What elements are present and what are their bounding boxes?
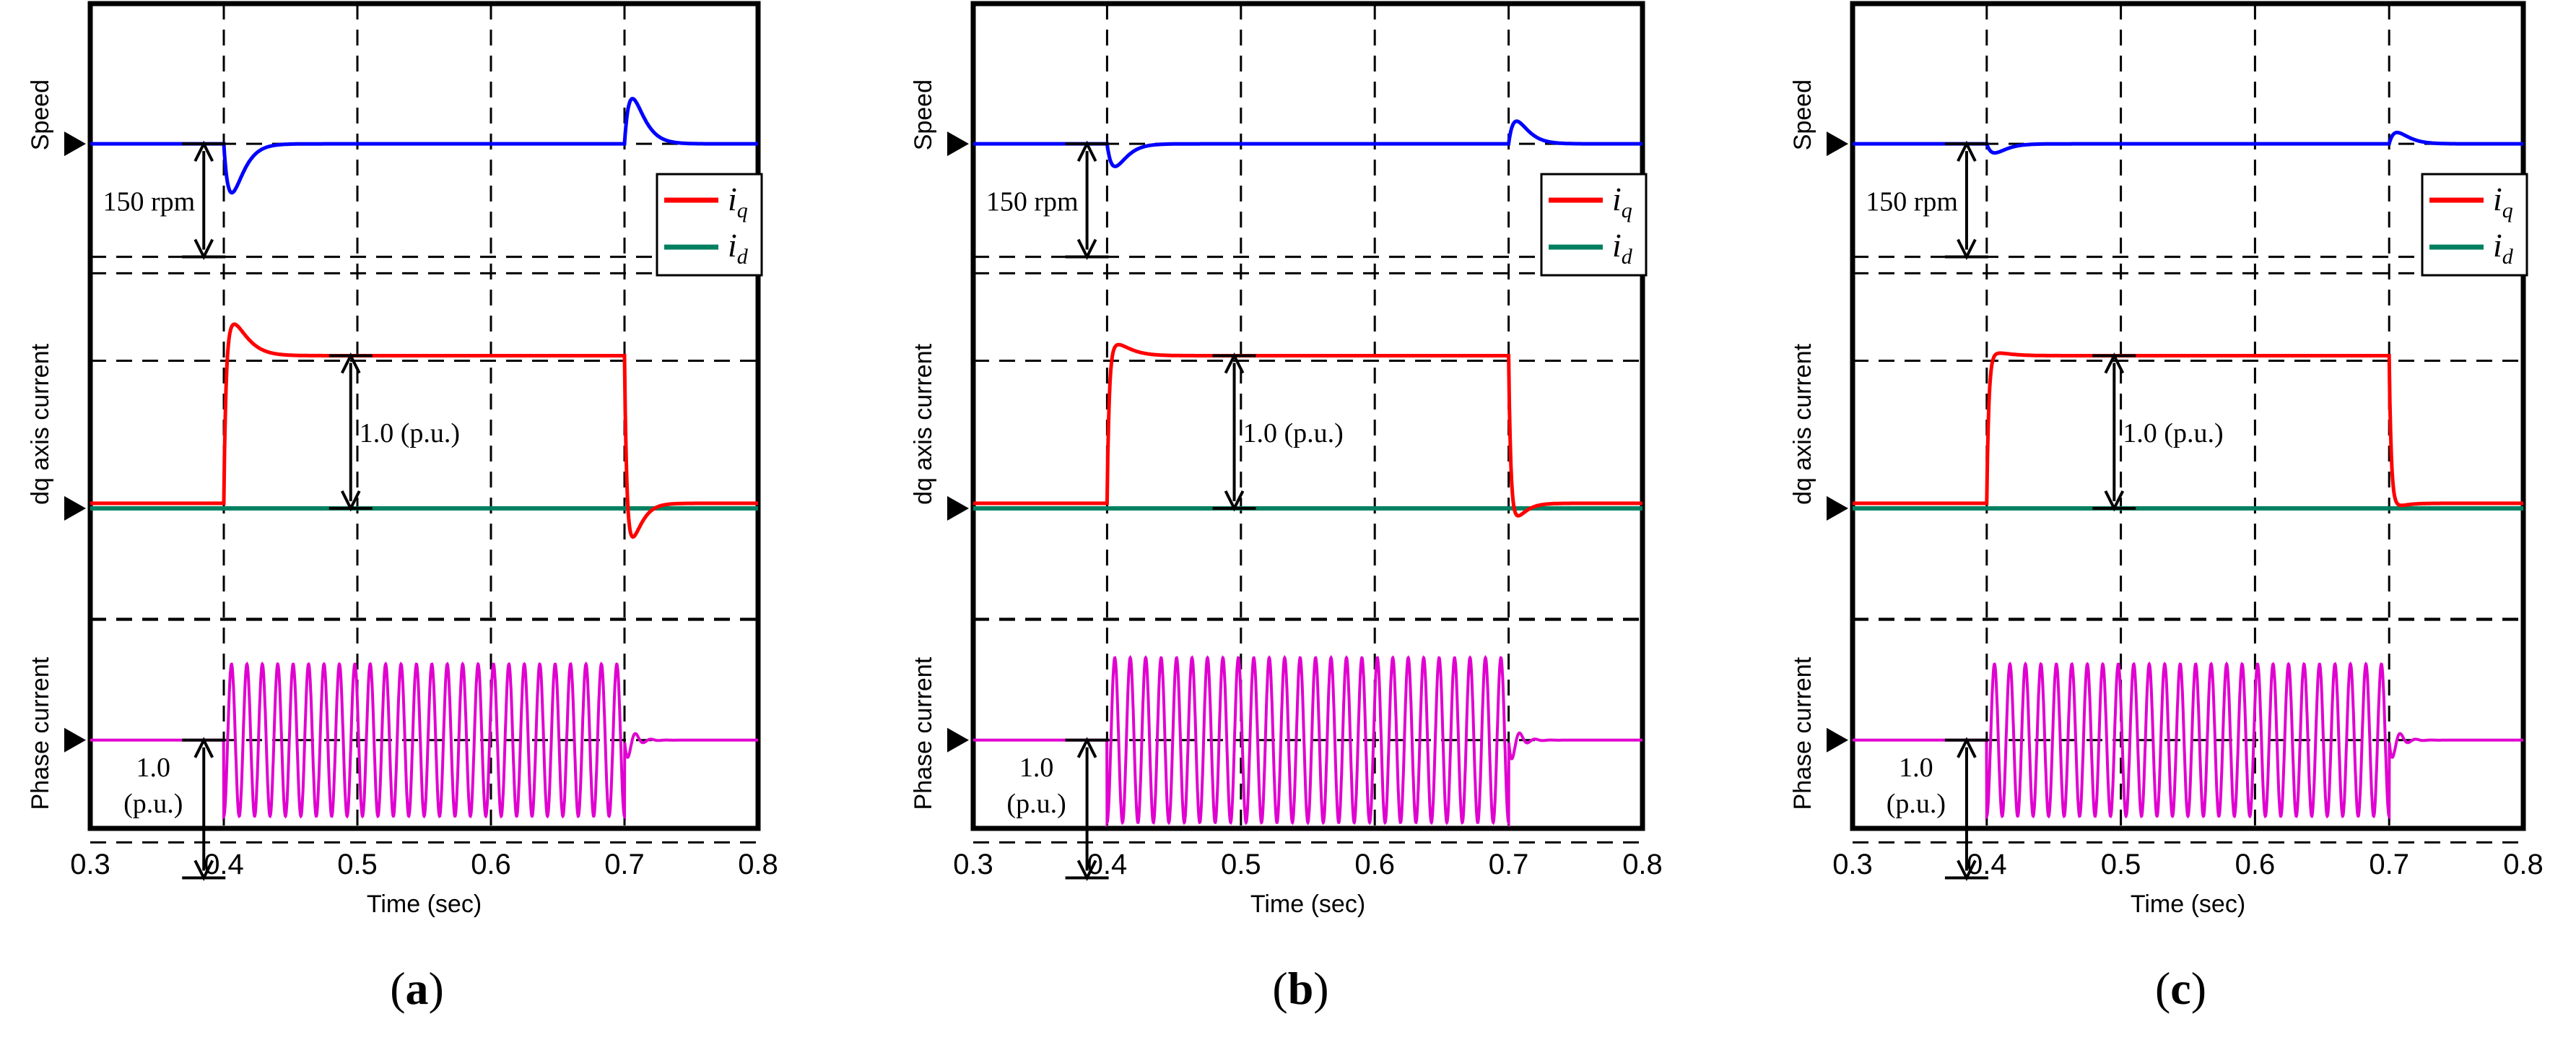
phase-scale-label-top: 1.0 — [136, 753, 171, 783]
iq-trace — [1853, 351, 2523, 508]
x-tick-label: 0.3 — [1832, 849, 1873, 880]
plot-frame — [87, 1, 761, 831]
legend-box — [656, 173, 763, 277]
x-tick-label: 0.6 — [471, 849, 511, 880]
legend-box — [2421, 173, 2528, 277]
x-tick-label: 0.8 — [738, 849, 778, 880]
channel-marker — [947, 131, 969, 157]
x-tick-label: 0.8 — [2503, 849, 2544, 880]
x-tick-label: 0.4 — [204, 849, 244, 880]
phase-scale-label-bottom: (p.u.) — [1887, 789, 1946, 819]
dq-scale-label: 1.0 (p.u.) — [360, 418, 460, 448]
dq-scale-label: 1.0 (p.u.) — [2123, 418, 2223, 448]
legend-box — [1540, 173, 1648, 277]
x-tick-label: 0.4 — [1967, 849, 2007, 880]
x-tick-label: 0.8 — [1622, 849, 1663, 880]
row-label: dq axis current — [1789, 343, 1816, 505]
row-label: dq axis current — [910, 343, 937, 505]
speed-scale-label: 150 rpm — [1866, 186, 1958, 217]
phase-scale-label-bottom: (p.u.) — [1006, 789, 1066, 819]
phase-scale-label-top: 1.0 — [1019, 753, 1054, 783]
chart-panel-c: Speed dq axis current Phase current 150 rpm… — [1789, 1, 2544, 1014]
x-tick-label: 0.7 — [1489, 849, 1529, 880]
panel-caption: (b) — [1272, 963, 1328, 1014]
speed-scale-label: 150 rpm — [986, 186, 1079, 217]
channel-marker — [64, 495, 86, 521]
panel-caption: (c) — [2155, 963, 2206, 1014]
channel-marker — [64, 131, 86, 157]
row-label: Speed — [27, 79, 54, 150]
x-axis-label: Time (sec) — [1250, 890, 1365, 918]
x-tick-label: 0.5 — [1221, 849, 1261, 880]
x-tick-label: 0.6 — [2235, 849, 2276, 880]
x-tick-label: 0.7 — [2369, 849, 2409, 880]
x-tick-label: 0.4 — [1087, 849, 1128, 880]
plot-frame — [970, 1, 1645, 831]
x-tick-label: 0.5 — [337, 849, 378, 880]
x-axis-label: Time (sec) — [367, 890, 482, 918]
x-tick-label: 0.5 — [2101, 849, 2141, 880]
channel-marker — [64, 727, 86, 753]
legend-iq-label: iq — [728, 181, 748, 222]
chart-panel-b: Speed dq axis current Phase current 150 rpm… — [910, 1, 1663, 1014]
channel-marker — [1827, 131, 1848, 157]
row-label: Phase current — [27, 656, 54, 810]
channel-marker — [1827, 495, 1848, 521]
channel-marker — [1827, 727, 1848, 753]
x-axis-label: Time (sec) — [2131, 890, 2245, 918]
iq-trace — [973, 342, 1642, 518]
plot-frame — [1850, 1, 2526, 831]
dq-scale-label: 1.0 (p.u.) — [1243, 418, 1344, 448]
channel-marker — [947, 495, 969, 521]
channel-marker — [947, 727, 969, 753]
x-tick-label: 0.3 — [953, 849, 993, 880]
row-label: Speed — [1789, 79, 1816, 150]
speed-scale-label: 150 rpm — [103, 186, 196, 217]
panel-caption: (a) — [390, 963, 444, 1014]
chart-panel-a: Speed dq axis current Phase current 150 rpm… — [27, 1, 778, 1014]
x-tick-label: 0.7 — [604, 849, 645, 880]
iq-trace — [90, 322, 758, 539]
row-label: Speed — [910, 79, 937, 150]
row-label: Phase current — [1789, 656, 1816, 810]
phase-scale-label-top: 1.0 — [1899, 753, 1933, 783]
x-tick-label: 0.3 — [70, 849, 110, 880]
phase-scale-label-bottom: (p.u.) — [123, 789, 183, 819]
row-label: dq axis current — [27, 343, 54, 505]
row-label: Phase current — [910, 656, 937, 810]
x-tick-label: 0.6 — [1354, 849, 1395, 880]
